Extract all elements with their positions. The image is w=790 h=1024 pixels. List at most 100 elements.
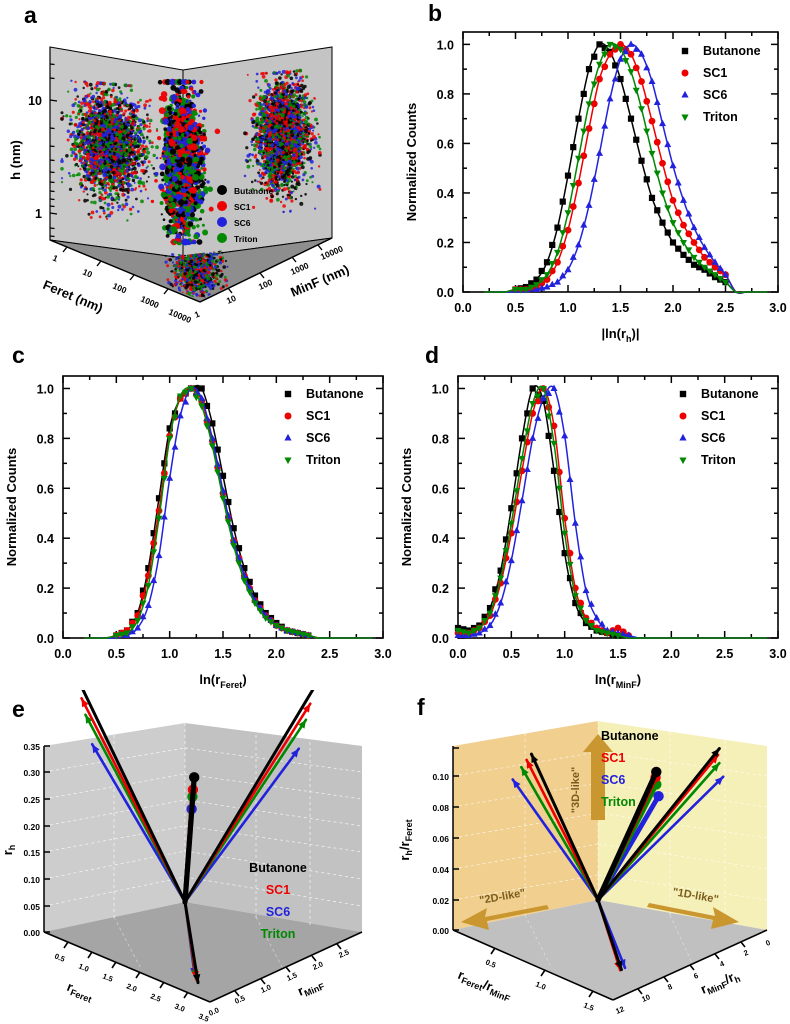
d-ytick-5: 1.0 (432, 382, 449, 396)
d-ytick-3: 0.6 (432, 482, 449, 496)
c-x-axis-label: ln(rFeret) (199, 672, 246, 688)
panel-c: 0.0 0.5 1.0 1.5 2.0 2.5 3.0 0.0 0.2 0.4 0.6 0.8 1.0 N… (0, 340, 395, 689)
panel-f-ztick-008: 0.08 (432, 803, 449, 813)
panel-f-ztick-002: 0.02 (432, 896, 449, 906)
panel-e-ztick-025: 0.25 (23, 795, 40, 805)
b-x-axis-label: |ln(rh)| (601, 326, 639, 344)
panel-a-projection-left (60, 79, 159, 222)
legend-marker-triton (217, 233, 227, 243)
panel-a-z-axis-label: h (nm) (8, 140, 23, 180)
panel-f-ytick-6: 6 (692, 971, 699, 981)
c-xtick-4: 2.0 (268, 647, 285, 661)
panel-e-right-wall (185, 723, 362, 932)
b-xtick-4: 2.0 (664, 301, 681, 315)
d-ytick-0: 0.0 (432, 632, 449, 646)
two-d-like-arrow-icon (461, 905, 549, 930)
panel-f-ztick-010: 0.10 (432, 772, 449, 782)
legend-label-triton: Triton (701, 453, 736, 467)
d-x-axis-label: ln(rMinF) (595, 672, 641, 688)
panel-e-ytick-05: 0.5 (233, 993, 246, 1005)
panel-f-xtick-10: 1.0 (534, 980, 547, 992)
panel-f-ztick-006: 0.06 (432, 834, 449, 844)
panel-a-legend: Butanone SC1 SC6 Triton (217, 185, 273, 244)
b-ytick-5: 1.0 (437, 38, 454, 52)
legend-marker-sc1 (217, 201, 227, 211)
b-xtick-6: 3.0 (769, 301, 786, 315)
panel-a-ytick-10000: 10000 (319, 243, 345, 262)
panel-a-ytick-1000: 1000 (289, 260, 311, 277)
legend-label-triton: Triton (703, 110, 738, 124)
c-xtick-0: 0.0 (54, 647, 71, 661)
panel-e-ytick-25: 2.5 (337, 947, 350, 959)
panel-e-ztick-010: 0.10 (23, 875, 40, 885)
panel-e-ztick-005: 0.05 (23, 902, 40, 912)
c-xtick-3: 1.5 (214, 647, 231, 661)
series-triton (84, 385, 373, 640)
panel-f-ytick-12: 12 (614, 1004, 625, 1016)
panel-d-letter: d (425, 342, 440, 368)
panel-f-ytick-0: 0 (764, 938, 771, 948)
panel-f-letter: f (417, 694, 425, 720)
c-ytick-2: 0.4 (37, 532, 54, 546)
panel-e: 0.35 0.30 0.25 0.20 0.15 0.10 0.05 0.00 … (0, 690, 395, 1024)
panel-e-legend: Butanone SC1 SC6 Triton (249, 861, 307, 941)
b-legend: Butanone SC1 SC6 Triton (681, 44, 761, 124)
panel-e-xtick-30: 3.0 (173, 1002, 186, 1014)
panel-a-ztick-10: 10 (28, 94, 42, 108)
c-ytick-3: 0.6 (37, 482, 54, 496)
legend-label-sc6: SC6 (703, 88, 727, 102)
legend-label-sc6: SC6 (306, 431, 330, 445)
panel-f-ytick-4: 4 (718, 959, 726, 969)
panel-e-legend-sc6: SC6 (266, 905, 290, 919)
panel-e-ytick-20: 2.0 (311, 959, 324, 971)
panel-f-x-axis (452, 929, 614, 1001)
panel-e-z-axis-label: rh (0, 845, 17, 856)
b-xtick-1: 0.5 (507, 301, 524, 315)
panel-f-xtick-15: 1.5 (582, 1001, 595, 1013)
c-legend: Butanone SC1 SC6 Triton (284, 387, 364, 467)
panel-a-xtick-10000: 10000 (167, 307, 193, 326)
panel-a-letter: a (24, 2, 37, 28)
panel-f-vectors (511, 747, 725, 972)
series-triton (454, 385, 768, 640)
panel-e-z-axis (43, 745, 50, 933)
c-xtick-1: 0.5 (108, 647, 125, 661)
c-xtick-6: 3.0 (374, 647, 391, 661)
legend-label-triton: Triton (234, 234, 258, 244)
panel-a-xtick-1: 1 (51, 253, 60, 264)
d-xtick-6: 3.0 (769, 647, 786, 661)
d-ytick-1: 0.2 (432, 582, 449, 596)
panel-a-z-axis (49, 47, 58, 240)
panel-f-legend-triton: Triton (601, 795, 636, 809)
panel-e-floor (44, 902, 362, 1002)
panel-a-y-axis (199, 237, 333, 303)
panel-f-legend-sc6: SC6 (601, 773, 625, 787)
b-ytick-2: 0.4 (437, 187, 454, 201)
panel-a-ytick-100: 100 (257, 277, 274, 292)
panel-e-xtick-15: 1.5 (101, 972, 114, 984)
legend-label-sc1: SC1 (703, 66, 727, 80)
panel-f-xtick-05: 0.5 (484, 958, 497, 970)
panel-e-y-axis (209, 931, 363, 1003)
panel-f-x-axis-label: rFeret/rMinF (456, 967, 512, 1004)
c-y-axis-label: Normalized Counts (4, 448, 19, 566)
c-ytick-5: 1.0 (37, 382, 54, 396)
b-xtick-0: 0.0 (454, 301, 471, 315)
panel-e-x-axis-label: rFeret (65, 979, 93, 1005)
panel-f: "3D-like" "2D-like" "1D-like" 0.10 0.08 … (395, 690, 790, 1024)
panel-e-ztick-015: 0.15 (23, 848, 40, 858)
panel-f-direction-arrows (461, 734, 739, 930)
panel-f-legend-sc1: SC1 (601, 751, 625, 765)
panel-e-ytick-00: 0.0 (207, 1005, 220, 1017)
panel-e-xtick-35: 3.5 (197, 1012, 210, 1024)
panel-e-legend-triton: Triton (261, 927, 296, 941)
panel-e-ztick-035: 0.35 (23, 742, 40, 752)
panel-f-ytick-8: 8 (666, 982, 673, 992)
b-ytick-1: 0.2 (437, 236, 454, 250)
panel-a-xtick-10: 10 (81, 267, 94, 280)
panel-e-ztick-020: 0.20 (23, 822, 40, 832)
b-ytick-4: 0.8 (437, 88, 454, 102)
b-xtick-2: 1.0 (559, 301, 576, 315)
panel-e-xtick-10: 1.0 (77, 962, 90, 974)
